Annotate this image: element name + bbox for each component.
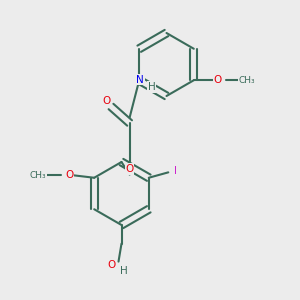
Text: H: H — [120, 266, 128, 276]
Text: O: O — [214, 75, 222, 85]
Text: O: O — [108, 260, 116, 270]
Text: O: O — [102, 96, 110, 106]
Text: O: O — [125, 164, 134, 174]
Text: CH₃: CH₃ — [29, 171, 46, 180]
Text: H: H — [148, 82, 156, 92]
Text: N: N — [136, 75, 144, 85]
Text: CH₃: CH₃ — [238, 76, 255, 85]
Text: I: I — [174, 166, 177, 176]
Text: O: O — [65, 170, 74, 180]
